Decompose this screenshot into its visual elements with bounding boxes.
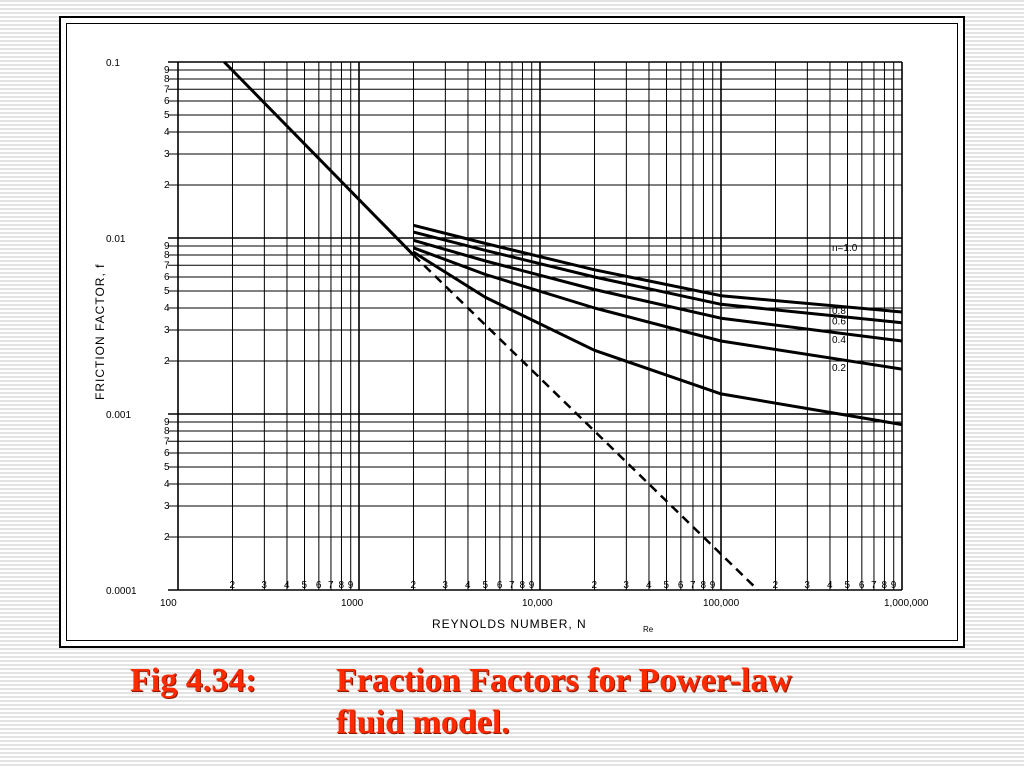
y-minor-tick-label: 2 (164, 180, 170, 191)
x-minor-tick-label: 5 (302, 580, 308, 591)
curve-label: n=1.0 (832, 243, 858, 254)
y-minor-tick-label: 9 (164, 241, 170, 252)
y-minor-tick-label: 7 (164, 260, 170, 271)
caption-title-line-2: fluid model. (336, 704, 510, 741)
curve-labels: n=1.0 0.80.6 0.4 0.2 (832, 243, 858, 374)
series-line (413, 230, 903, 325)
x-major-tick-label: 1,000,000 (884, 598, 929, 609)
x-minor-tick-label: 8 (519, 580, 525, 591)
x-minor-tick-label: 9 (529, 580, 535, 591)
curve-label: 0.6 (832, 317, 846, 328)
y-axis-label: FRICTION FACTOR, f (93, 264, 107, 400)
y-minor-tick-label: 3 (164, 501, 170, 512)
x-major-tick-label: 1000 (341, 598, 364, 609)
x-major-tick-label: 10,000 (522, 598, 553, 609)
x-minor-tick-label: 4 (284, 580, 290, 591)
series-line (412, 250, 903, 427)
x-minor-tick-label: 8 (881, 580, 887, 591)
y-major-tick-label: 0.001 (106, 410, 131, 421)
y-minor-tick-label: 2 (164, 532, 170, 543)
tick-labels: 2 3 4 5 6 7 8 9 2 3 4 5 6 7 8 9 2 3 4 5 6 7 8 9 2 3 4 5 6 7 8 923456789… (106, 58, 929, 609)
series-line (412, 246, 903, 371)
x-minor-tick-label: 3 (804, 580, 810, 591)
x-minor-tick-label: 7 (690, 580, 696, 591)
y-major-tick-label: 0.01 (106, 234, 126, 245)
y-major-tick-label: 0.1 (106, 58, 120, 69)
y-minor-tick-label: 3 (164, 149, 170, 160)
x-minor-tick-label: 6 (678, 580, 684, 591)
caption-title-line-1: Fraction Factors for Power-law (336, 662, 792, 699)
y-minor-tick-label: 4 (164, 479, 170, 490)
x-minor-tick-label: 9 (348, 580, 354, 591)
x-minor-tick-label: 3 (261, 580, 267, 591)
series-line (223, 60, 415, 257)
x-minor-tick-label: 8 (338, 580, 344, 591)
x-minor-tick-label: 6 (497, 580, 503, 591)
x-major-tick-label: 100 (160, 598, 177, 609)
x-minor-tick-label: 5 (664, 580, 670, 591)
x-minor-tick-label: 7 (328, 580, 334, 591)
x-minor-tick-label: 6 (859, 580, 865, 591)
y-minor-tick-label: 8 (164, 74, 170, 85)
series-line (413, 238, 903, 343)
x-axis-label-subscript: Re (643, 625, 654, 634)
y-minor-tick-label: 6 (164, 448, 170, 459)
x-axis-label: REYNOLDS NUMBER, N (432, 617, 587, 631)
x-minor-tick-label: 4 (646, 580, 652, 591)
x-minor-tick-label: 2 (772, 580, 778, 591)
y-minor-tick-label: 5 (164, 286, 170, 297)
x-minor-tick-label: 9 (891, 580, 897, 591)
x-major-tick-label: 100,000 (703, 598, 740, 609)
y-minor-tick-label: 7 (164, 84, 170, 95)
x-minor-tick-label: 6 (316, 580, 322, 591)
curve-label: 0.4 (832, 335, 846, 346)
x-minor-tick-label: 4 (465, 580, 471, 591)
y-minor-tick-label: 5 (164, 110, 170, 121)
series (223, 60, 903, 591)
x-minor-tick-label: 4 (827, 580, 833, 591)
curve-label: 0.8 (832, 306, 846, 317)
y-minor-tick-label: 4 (164, 303, 170, 314)
x-minor-tick-label: 8 (700, 580, 706, 591)
y-minor-tick-label: 5 (164, 462, 170, 473)
curve-label: 0.2 (832, 363, 846, 374)
series-line (412, 254, 759, 591)
y-minor-tick-label: 6 (164, 272, 170, 283)
x-minor-tick-label: 5 (483, 580, 489, 591)
x-minor-tick-label: 5 (845, 580, 851, 591)
y-minor-tick-label: 8 (164, 426, 170, 437)
y-minor-tick-label: 9 (164, 417, 170, 428)
x-minor-tick-label: 2 (410, 580, 416, 591)
y-minor-tick-label: 6 (164, 96, 170, 107)
grid (168, 61, 903, 591)
x-minor-tick-label: 7 (509, 580, 515, 591)
y-minor-tick-label: 2 (164, 356, 170, 367)
x-minor-tick-label: 3 (442, 580, 448, 591)
friction-factor-chart: 2 3 4 5 6 7 8 9 2 3 4 5 6 7 8 9 2 3 4 5 6 7 8 9 2 3 4 5 6 7 8 923456789… (93, 58, 929, 634)
y-minor-tick-label: 8 (164, 250, 170, 261)
figure-number: Fig 4.34: (130, 662, 257, 699)
x-minor-tick-label: 2 (591, 580, 597, 591)
x-minor-tick-label: 9 (710, 580, 716, 591)
x-minor-tick-label: 2 (229, 580, 235, 591)
series-line (413, 223, 903, 314)
y-minor-tick-label: 3 (164, 325, 170, 336)
x-minor-tick-label: 3 (623, 580, 629, 591)
y-major-tick-label: 0.0001 (106, 586, 137, 597)
y-minor-tick-label: 9 (164, 65, 170, 76)
x-minor-tick-label: 7 (871, 580, 877, 591)
y-minor-tick-label: 7 (164, 436, 170, 447)
y-minor-tick-label: 4 (164, 127, 170, 138)
